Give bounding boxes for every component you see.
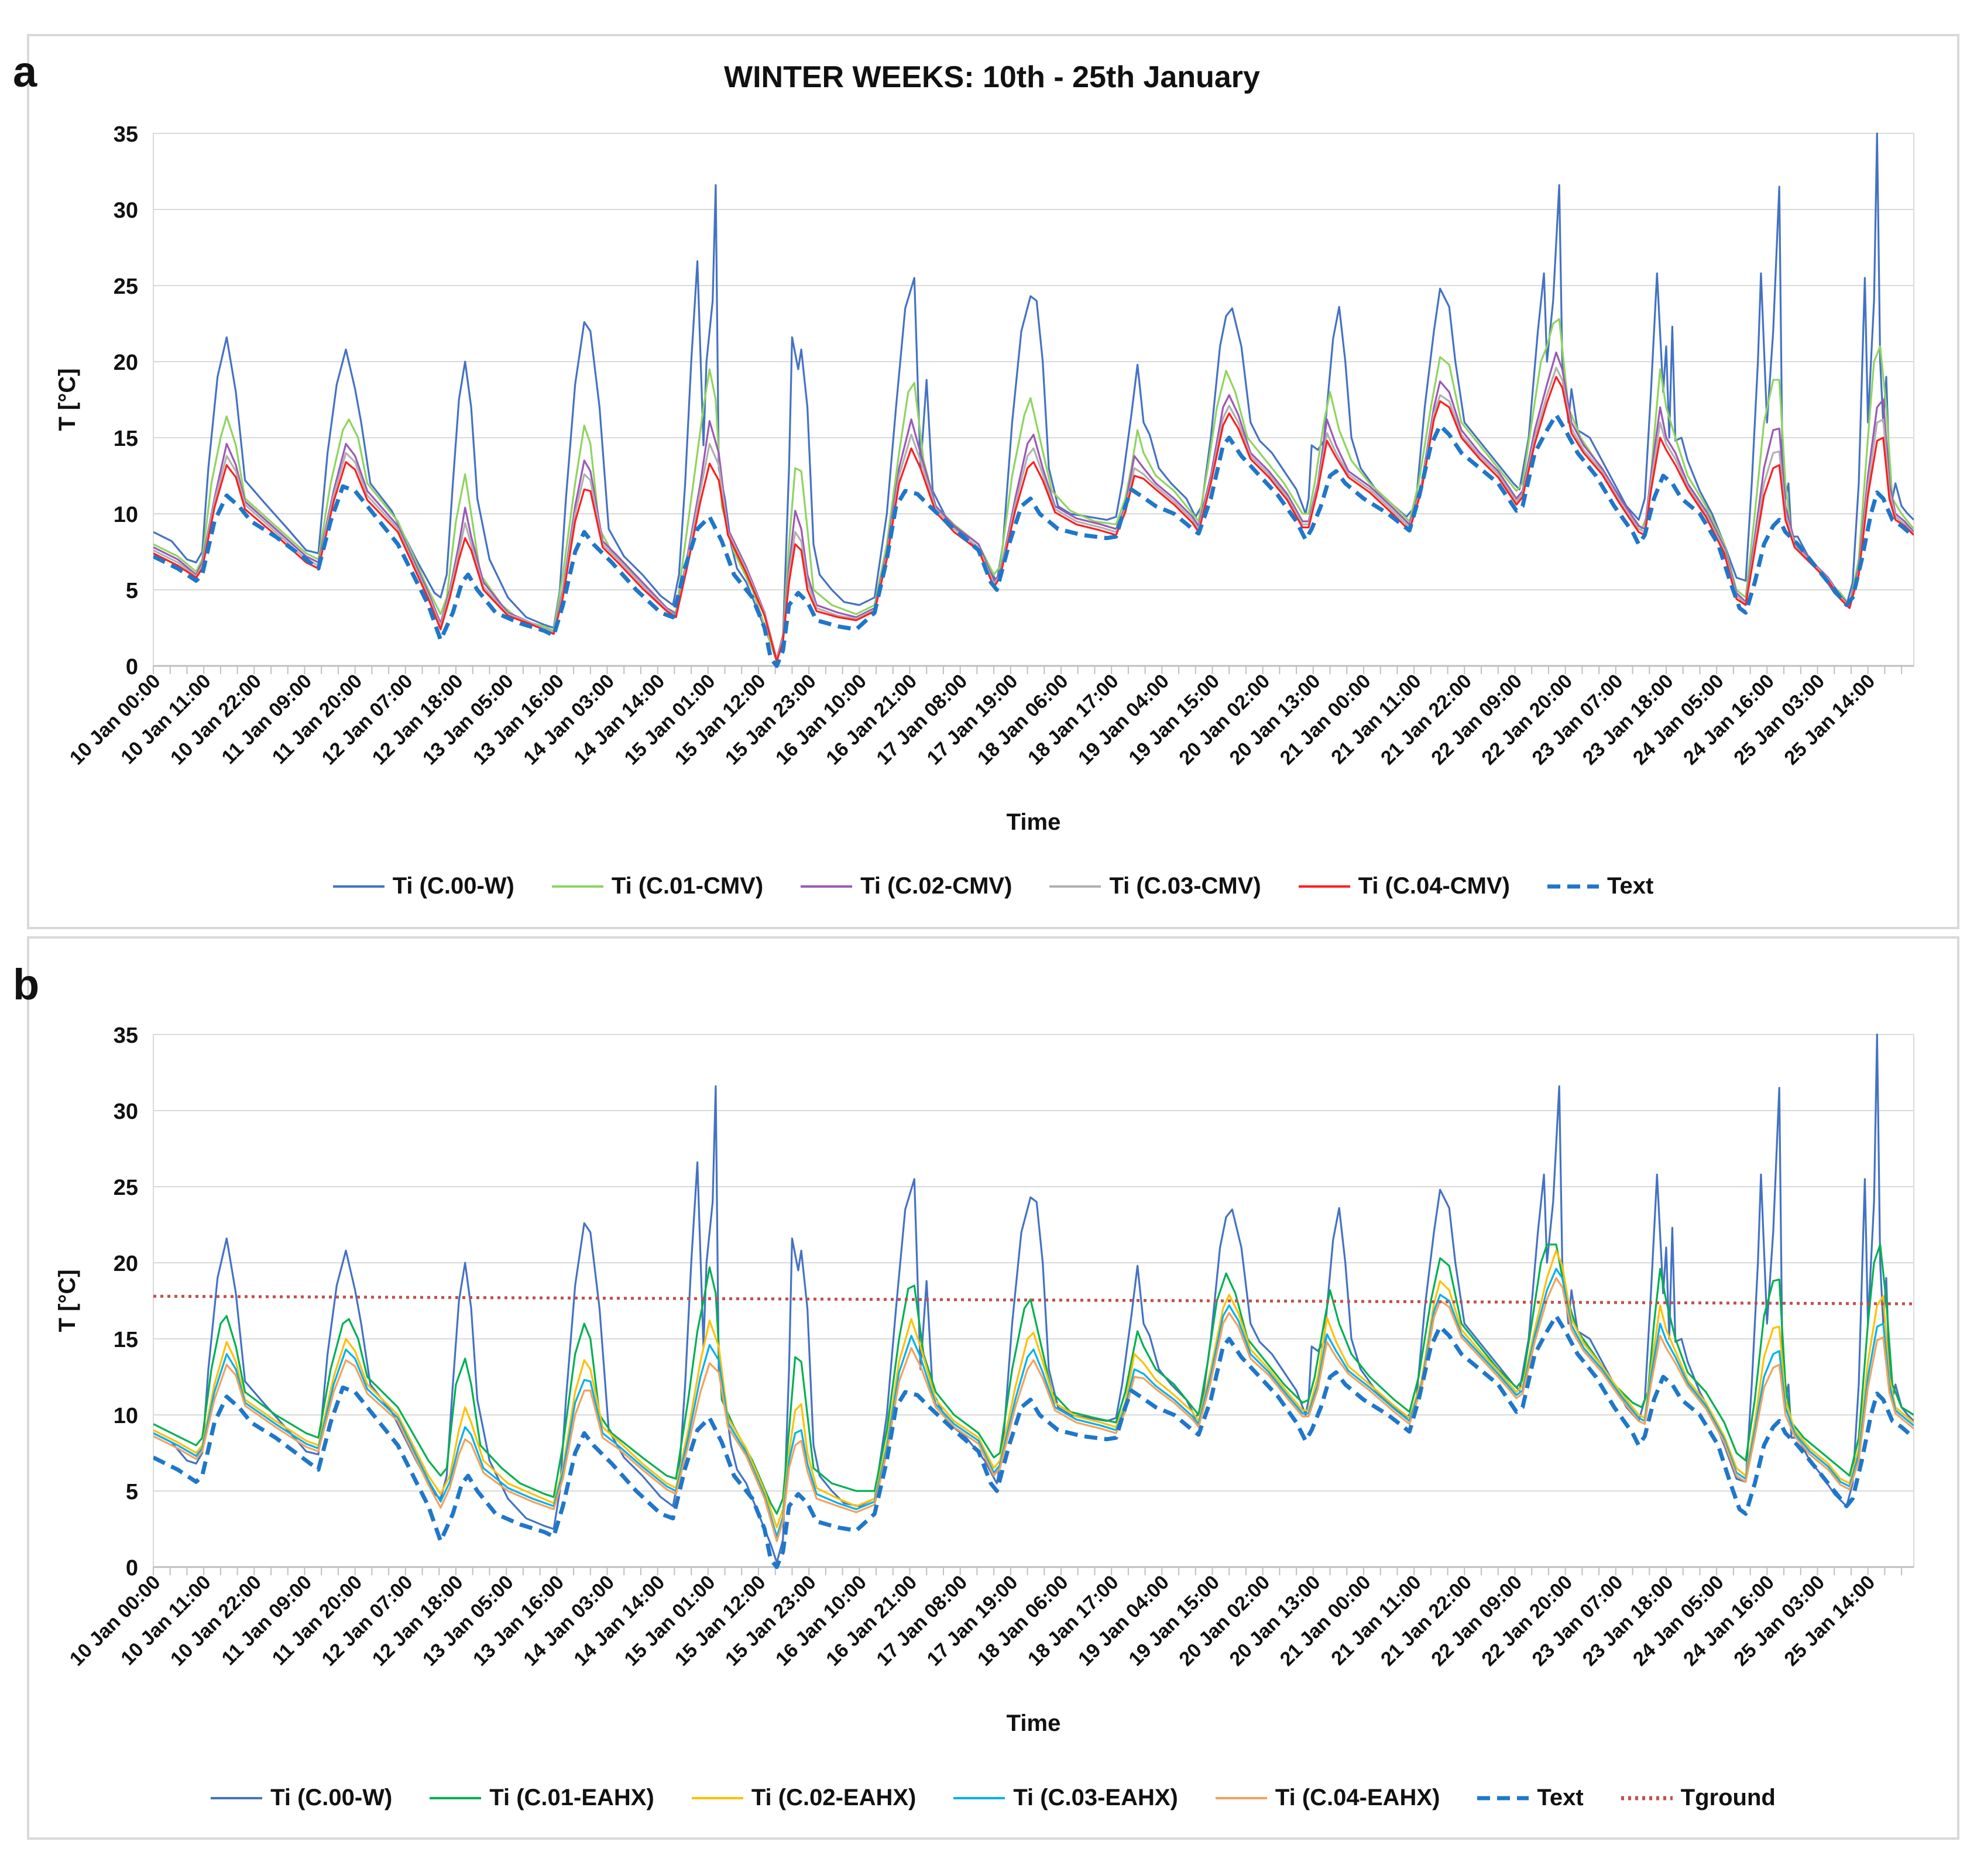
legend-b: Ti (C.00-W) Ti (C.01-EAHX) Ti (C.02-EAHX) T… bbox=[0, 1785, 1984, 1811]
legend-label: Ti (C.00-W) bbox=[270, 1785, 393, 1810]
legend-item: Ti (C.01-EAHX) bbox=[427, 1785, 654, 1811]
legend-swatch bbox=[953, 1796, 1005, 1799]
series-line-tground bbox=[153, 1294, 1914, 1305]
legend-label: Ti (C.03-EAHX) bbox=[1013, 1785, 1178, 1810]
legend-swatch bbox=[1477, 1796, 1529, 1800]
legend-swatch bbox=[801, 885, 853, 888]
y-tick-label: 15 bbox=[114, 427, 138, 451]
legend-swatch bbox=[430, 1796, 482, 1799]
y-tick-label: 35 bbox=[114, 1023, 138, 1048]
y-tick-label: 35 bbox=[114, 122, 138, 147]
legend-label: Ti (C.00-W) bbox=[392, 873, 514, 899]
legend-item: Ti (C.00-W) bbox=[331, 873, 514, 899]
legend-item: Text bbox=[1475, 1785, 1584, 1811]
y-tick-label: 5 bbox=[126, 1480, 138, 1504]
legend-item: Ti (C.02-CMV) bbox=[798, 873, 1012, 899]
legend-item: Ti (C.02-EAHX) bbox=[689, 1785, 917, 1811]
series-line-text bbox=[153, 413, 1914, 668]
y-tick-label: 30 bbox=[114, 1100, 138, 1124]
series-line-ti-c-01-cmv bbox=[153, 318, 1914, 659]
legend-label: Ti (C.02-EAHX) bbox=[751, 1785, 917, 1810]
legend-swatch bbox=[1621, 1796, 1673, 1800]
legend-a: Ti (C.00-W) Ti (C.01-CMV) Ti (C.02-CMV) Ti … bbox=[0, 873, 1984, 899]
y-tick-label: 25 bbox=[114, 1176, 138, 1200]
y-tick-label: 0 bbox=[126, 1556, 138, 1580]
y-tick-label: 20 bbox=[114, 1252, 138, 1276]
legend-label: Ti (C.03-CMV) bbox=[1109, 873, 1261, 899]
legend-item: Tground bbox=[1619, 1785, 1776, 1811]
x-axis-title: Time bbox=[1007, 1710, 1061, 1736]
legend-swatch bbox=[1298, 885, 1350, 888]
legend-swatch bbox=[1547, 884, 1599, 888]
legend-label: Ti (C.04-EAHX) bbox=[1275, 1785, 1440, 1810]
legend-label: Text bbox=[1537, 1785, 1584, 1810]
legend-label: Tground bbox=[1680, 1785, 1776, 1810]
legend-swatch bbox=[211, 1796, 263, 1799]
legend-label: Ti (C.04-CMV) bbox=[1358, 873, 1510, 899]
legend-swatch bbox=[551, 885, 603, 888]
y-tick-label: 15 bbox=[114, 1328, 138, 1352]
legend-item: Ti (C.04-CMV) bbox=[1296, 873, 1510, 899]
y-tick-label: 10 bbox=[114, 503, 138, 527]
series-line-ti-c-01-eahx bbox=[153, 1243, 1914, 1515]
legend-label: Ti (C.02-CMV) bbox=[860, 873, 1012, 899]
legend-item: Ti (C.01-CMV) bbox=[550, 873, 763, 899]
series-line-ti-c-02-eahx bbox=[153, 1249, 1914, 1528]
panel-b: b 0 5 10 15 20 25 30 35 10 Jan 00:00 10 Jan 11:00… bbox=[0, 936, 1984, 1876]
y-tick-label: 30 bbox=[114, 198, 138, 223]
legend-label: Text bbox=[1607, 873, 1654, 899]
panel-b-label: b bbox=[13, 960, 40, 1009]
legend-swatch bbox=[691, 1796, 743, 1799]
legend-item: Text bbox=[1545, 873, 1653, 899]
legend-swatch bbox=[332, 885, 385, 888]
legend-item: Ti (C.00-W) bbox=[208, 1785, 392, 1811]
y-tick-label: 20 bbox=[114, 351, 138, 375]
legend-swatch bbox=[1049, 885, 1101, 888]
legend-item: Ti (C.03-EAHX) bbox=[951, 1785, 1178, 1811]
panel-a-frame bbox=[27, 34, 1959, 929]
legend-label: Ti (C.01-CMV) bbox=[611, 873, 764, 899]
y-axis-title: T [°C] bbox=[54, 1269, 80, 1332]
legend-swatch bbox=[1215, 1796, 1267, 1799]
y-tick-label: 0 bbox=[126, 655, 138, 679]
legend-label: Ti (C.01-EAHX) bbox=[489, 1785, 654, 1810]
y-tick-label: 10 bbox=[114, 1404, 138, 1428]
y-tick-label: 5 bbox=[126, 579, 138, 603]
series-line-text bbox=[153, 1314, 1914, 1569]
x-axis-title: Time bbox=[1007, 809, 1061, 835]
y-axis-title: T [°C] bbox=[54, 368, 80, 431]
y-tick-label: 25 bbox=[114, 274, 138, 299]
chart-title: WINTER WEEKS: 10th - 25th January bbox=[724, 60, 1260, 94]
series-line-ti-c-00-w bbox=[153, 132, 1914, 662]
legend-item: Ti (C.04-EAHX) bbox=[1213, 1785, 1440, 1811]
legend-item: Ti (C.03-CMV) bbox=[1047, 873, 1261, 899]
panel-a-label: a bbox=[13, 47, 37, 96]
panel-a: a WINTER WEEKS: 10th - 25th January 0 5 10… bbox=[0, 0, 1984, 936]
